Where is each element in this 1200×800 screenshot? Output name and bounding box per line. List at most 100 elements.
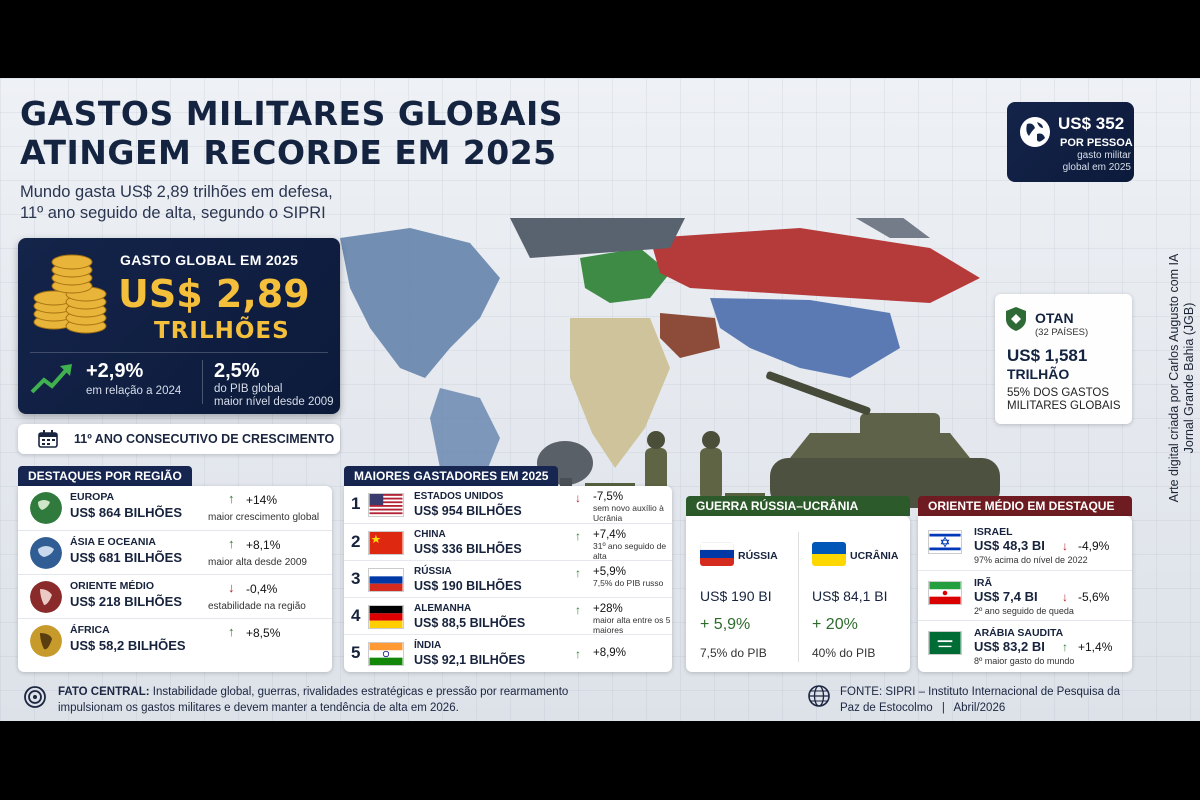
ukraine-growth: + 20% <box>812 616 858 633</box>
global-growth-note: em relação a 2024 <box>86 385 182 397</box>
germany-flag-icon <box>368 605 404 629</box>
me-country-note: 8º maior gasto do mundo <box>974 656 1075 666</box>
russia-flag-icon <box>368 568 404 592</box>
israel-flag-icon <box>928 530 962 554</box>
warship-illustration <box>510 218 685 258</box>
top-spenders-header: MAIORES GASTADORES EM 2025 <box>344 466 559 486</box>
per-capita-note-line-1: gasto militar <box>1077 150 1131 161</box>
me-country-change: -4,9% <box>1078 539 1110 553</box>
central-fact-label: FATO CENTRAL: <box>58 686 150 698</box>
divider <box>202 360 203 404</box>
middle-east-header: ORIENTE MÉDIO EM DESTAQUE <box>918 496 1132 516</box>
region-note: estabilidade na região <box>208 601 306 612</box>
global-gdp-note: do PIB global maior nível desde 2009 <box>214 383 339 409</box>
fighter-jet-illustration <box>855 218 930 238</box>
global-spending-panel: GASTO GLOBAL EM 2025 US$ 2,89 TRILHÕES +… <box>18 238 340 414</box>
russia-gdp: 7,5% do PIB <box>700 646 767 660</box>
subtitle-line-2: 11º ano seguido de alta, segundo o SIPRI <box>20 204 326 222</box>
spender-change: +5,9% <box>593 566 626 578</box>
spender-note: sem novo auxílio à Ucrânia <box>593 503 664 523</box>
region-note: maior alta desde 2009 <box>208 557 307 568</box>
per-capita-panel: US$ 352 POR PESSOA gasto militar global … <box>1007 102 1134 182</box>
infographic: GASTOS MILITARES GLOBAIS ATINGEM RECORDE… <box>0 78 1200 721</box>
global-growth-value: +2,9% <box>86 360 144 382</box>
global-spending-label: GASTO GLOBAL EM 2025 <box>120 252 299 268</box>
me-country-value: US$ 7,4 BI <box>974 589 1038 604</box>
footer: FATO CENTRAL: Instabilidade global, guer… <box>18 678 1138 718</box>
nato-note-line-2: MILITARES GLOBAIS <box>1007 400 1121 412</box>
gdp-note-line-2: maior nível desde 2009 <box>214 396 334 408</box>
spender-row: 4 ALEMANHA US$ 88,5 BILHÕES ↑ +28% maior… <box>344 597 672 634</box>
russia-value: US$ 190 BI <box>700 588 772 604</box>
credit-text: Arte digital criada por Carlos Augusto c… <box>1164 78 1198 721</box>
saudi-arabia-flag-icon <box>928 631 962 655</box>
me-country-name: ISRAEL <box>974 526 1013 538</box>
gold-coins-icon <box>33 254 107 334</box>
calendar-icon <box>38 430 58 448</box>
arrow-up-icon: ↑ <box>575 566 581 580</box>
spender-value: US$ 336 BILHÕES <box>414 542 522 556</box>
russia-growth: + 5,9% <box>700 616 751 633</box>
spender-value: US$ 88,5 BILHÕES <box>414 616 526 630</box>
title-line-1: GASTOS MILITARES GLOBAIS <box>20 94 564 133</box>
streak-banner: 11º ANO CONSECUTIVO DE CRESCIMENTO <box>18 424 340 454</box>
me-country-value: US$ 83,2 BI <box>974 639 1045 654</box>
russia-flag-icon <box>700 542 734 566</box>
me-country-name: ARÁBIA SAUDITA <box>974 627 1064 639</box>
spender-value: US$ 954 BILHÕES <box>414 504 522 518</box>
arrow-down-icon: ↓ <box>1062 590 1068 604</box>
regions-panel: EUROPA US$ 864 BILHÕES ↑ +14% maior cres… <box>18 486 332 672</box>
spender-note: 31º ano seguido de alta <box>593 541 667 561</box>
spender-name: CHINA <box>414 529 446 540</box>
map-north-america <box>340 228 500 378</box>
nato-name: OTAN <box>1035 310 1074 326</box>
title-line-2: ATINGEM RECORDE EM 2025 <box>20 133 557 172</box>
middle-east-row: ARÁBIA SAUDITA US$ 83,2 BI ↑ +1,4% 8º ma… <box>918 620 1132 668</box>
arrow-up-icon: ↑ <box>228 491 235 506</box>
arrow-down-icon: ↓ <box>575 491 581 505</box>
spender-rank: 1 <box>351 494 361 513</box>
spender-name: RÚSSIA <box>414 566 452 577</box>
region-change: +8,1% <box>246 538 281 552</box>
spender-rank: 4 <box>351 606 361 625</box>
streak-text: 11º ANO CONSECUTIVO DE CRESCIMENTO <box>74 432 335 446</box>
me-country-change: -5,6% <box>1078 590 1110 604</box>
region-change: +8,5% <box>246 626 281 640</box>
separator: | <box>941 702 945 714</box>
asia-globe-icon <box>30 537 62 569</box>
divider <box>798 532 799 662</box>
spender-row: 3 RÚSSIA US$ 190 BILHÕES ↑ +5,9% 7,5% do… <box>344 560 672 597</box>
globe-icon <box>1020 117 1050 147</box>
global-spending-unit: TRILHÕES <box>154 318 290 344</box>
region-value: US$ 58,2 BILHÕES <box>70 638 186 653</box>
spender-row: 5 ÍNDIA US$ 92,1 BILHÕES ↑ +8,9% <box>344 634 672 671</box>
war-header: GUERRA RÚSSIA–UCRÂNIA <box>686 496 910 516</box>
region-name: ÁSIA E OCEANIA <box>70 536 156 548</box>
arrow-up-icon: ↑ <box>575 603 581 617</box>
middle-east-row: IRÃ US$ 7,4 BI ↓ -5,6% 2º ano seguido de… <box>918 570 1132 618</box>
per-capita-note: gasto militar global em 2025 <box>1051 150 1131 174</box>
ukraine-flag-icon <box>812 542 846 566</box>
region-change: -0,4% <box>246 582 278 596</box>
spender-name: ALEMANHA <box>414 603 472 614</box>
arrow-down-icon: ↓ <box>228 580 235 595</box>
us-flag-icon <box>368 493 404 517</box>
per-capita-note-line-2: global em 2025 <box>1062 162 1131 173</box>
source-date: Abril/2026 <box>953 702 1006 714</box>
spender-row: 1 ESTADOS UNIDOS US$ 954 BILHÕES ↓ -7,5%… <box>344 486 672 523</box>
spender-value: US$ 92,1 BILHÕES <box>414 653 526 667</box>
spender-name: ÍNDIA <box>414 640 442 651</box>
region-row: ORIENTE MÉDIO US$ 218 BILHÕES ↓ -0,4% es… <box>18 574 332 618</box>
region-row: ÁFRICA US$ 58,2 BILHÕES ↑ +8,5% <box>18 618 332 662</box>
spender-rank: 3 <box>351 569 361 588</box>
nato-shield-icon <box>1006 307 1026 331</box>
spender-note: maior alta entre os 5 maiores <box>593 615 671 635</box>
region-value: US$ 218 BILHÕES <box>70 594 182 609</box>
map-middle-east <box>660 313 720 358</box>
war-panel: RÚSSIA US$ 190 BI + 5,9% 7,5% do PIB UCR… <box>686 516 910 672</box>
region-note: maior crescimento global <box>208 512 320 523</box>
map-russia <box>650 228 980 303</box>
central-fact: FATO CENTRAL: Instabilidade global, guer… <box>58 684 578 716</box>
region-row: ÁSIA E OCEANIA US$ 681 BILHÕES ↑ +8,1% m… <box>18 530 332 574</box>
spender-change: +28% <box>593 603 623 615</box>
